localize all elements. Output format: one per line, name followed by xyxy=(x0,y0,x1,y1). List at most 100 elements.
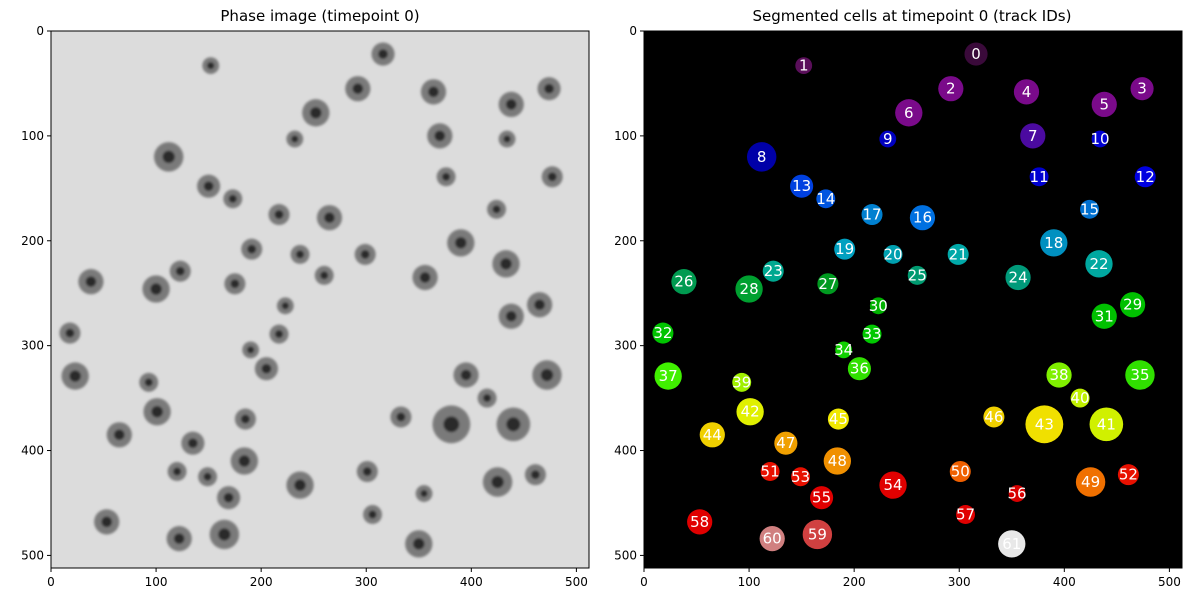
phase-cell-core xyxy=(428,86,439,98)
segmented-cell xyxy=(1005,264,1031,291)
y-tick-label: 300 xyxy=(21,339,44,353)
track-id-label: 58 xyxy=(690,513,709,531)
track-id-label: 46 xyxy=(984,408,1003,426)
segmented-cell xyxy=(1120,292,1146,318)
phase-cell-core xyxy=(420,490,428,498)
segmented-cell xyxy=(847,357,871,381)
x-tick-label: 500 xyxy=(565,575,588,589)
segmented-cell xyxy=(1130,77,1154,101)
phase-cell-core xyxy=(506,417,521,432)
phase-cell-core xyxy=(69,370,81,382)
phase-cell-core xyxy=(281,302,289,310)
segmented-cell xyxy=(1040,229,1068,257)
track-id-label: 47 xyxy=(776,434,795,452)
segmented-cell xyxy=(746,142,777,172)
segmented-cell xyxy=(983,406,1005,428)
segmented-cell xyxy=(774,431,798,455)
x-tick-label: 500 xyxy=(1158,575,1181,589)
segmented-cell xyxy=(869,297,887,315)
y-tick-label: 400 xyxy=(21,444,44,458)
track-id-label: 54 xyxy=(883,476,902,494)
y-tick-label: 100 xyxy=(614,129,637,143)
track-id-label: 21 xyxy=(949,245,968,263)
phase-cell-core xyxy=(173,533,185,544)
x-tick-label: 0 xyxy=(47,575,55,589)
track-id-label: 51 xyxy=(761,463,780,481)
phase-cell-core xyxy=(151,405,163,418)
track-id-label: 24 xyxy=(1009,268,1028,286)
phase-cell-core xyxy=(434,130,446,142)
segmented-cell xyxy=(834,238,856,260)
track-id-label: 53 xyxy=(791,468,810,486)
segmented-cell xyxy=(759,526,785,552)
segmentation-x-axis: 0 100 200 300 400 500 xyxy=(640,568,1181,589)
phase-cell-core xyxy=(294,479,306,491)
phase-cell-core xyxy=(362,467,372,476)
phase-image-title: Phase image (timepoint 0) xyxy=(220,7,419,25)
track-id-label: 30 xyxy=(869,297,888,315)
track-id-label: 35 xyxy=(1130,366,1149,384)
segmented-cell xyxy=(1046,362,1072,388)
segmented-cell xyxy=(1020,123,1046,149)
track-id-label: 50 xyxy=(951,463,970,481)
segmented-cell xyxy=(1091,91,1117,118)
phase-cell-core xyxy=(443,416,460,433)
phase-cell-core xyxy=(150,283,162,295)
segmented-cell xyxy=(949,461,971,483)
segmented-cell xyxy=(1029,167,1049,187)
phase-cell-core xyxy=(223,492,234,503)
phase-cell-core xyxy=(460,369,472,381)
phase-cell-core xyxy=(320,271,329,280)
phase-cell-core xyxy=(505,99,517,110)
segmented-cell xyxy=(1075,467,1106,497)
track-id-label: 52 xyxy=(1119,466,1138,484)
phase-cell-core xyxy=(503,135,511,143)
track-id-label: 41 xyxy=(1097,415,1116,433)
track-id-label: 43 xyxy=(1035,415,1054,433)
phase-cell-core xyxy=(144,378,153,387)
phase-cell-core xyxy=(274,210,284,219)
phase-cell-core xyxy=(413,538,425,550)
y-tick-label: 500 xyxy=(614,548,637,562)
segmented-cell xyxy=(762,260,784,282)
segmented-cell xyxy=(687,509,713,535)
y-tick-label: 300 xyxy=(614,339,637,353)
track-id-label: 0 xyxy=(971,45,981,63)
phase-cell-core xyxy=(324,212,335,223)
track-id-label: 33 xyxy=(862,325,881,343)
segmented-cell xyxy=(1089,407,1124,442)
phase-cell-core xyxy=(247,244,257,254)
segmented-cell xyxy=(760,462,780,481)
phase-cell-core xyxy=(310,107,322,119)
x-tick-label: 400 xyxy=(460,575,483,589)
segmented-cell xyxy=(1070,388,1090,408)
track-id-label: 6 xyxy=(904,104,914,122)
track-id-label: 8 xyxy=(757,148,767,166)
x-tick-label: 100 xyxy=(145,575,168,589)
segmented-cell xyxy=(964,42,988,66)
track-id-label: 29 xyxy=(1123,296,1142,314)
phase-cell-core xyxy=(544,83,554,94)
track-id-label: 18 xyxy=(1044,234,1063,252)
segmented-cell xyxy=(895,99,923,127)
y-tick-label: 200 xyxy=(614,234,637,248)
phase-cell-core xyxy=(85,276,97,287)
phase-cell-core xyxy=(296,250,305,259)
phase-cell-core xyxy=(261,363,272,374)
phase-cell-core xyxy=(368,510,377,519)
phase-cell-core xyxy=(175,266,185,276)
track-id-label: 3 xyxy=(1137,80,1147,98)
track-id-label: 61 xyxy=(1002,535,1021,553)
phase-cell-core xyxy=(203,181,214,192)
phase-cell-core xyxy=(419,272,431,283)
track-id-label: 12 xyxy=(1136,168,1155,186)
track-id-label: 25 xyxy=(908,266,927,284)
segmentation-frame xyxy=(643,30,1183,569)
segmented-cell xyxy=(947,243,969,265)
track-id-label: 38 xyxy=(1050,366,1069,384)
phase-cell-core xyxy=(483,394,492,403)
segmented-cell xyxy=(1125,360,1155,390)
segmented-cell xyxy=(835,341,853,359)
segmented-cell xyxy=(1134,166,1156,188)
